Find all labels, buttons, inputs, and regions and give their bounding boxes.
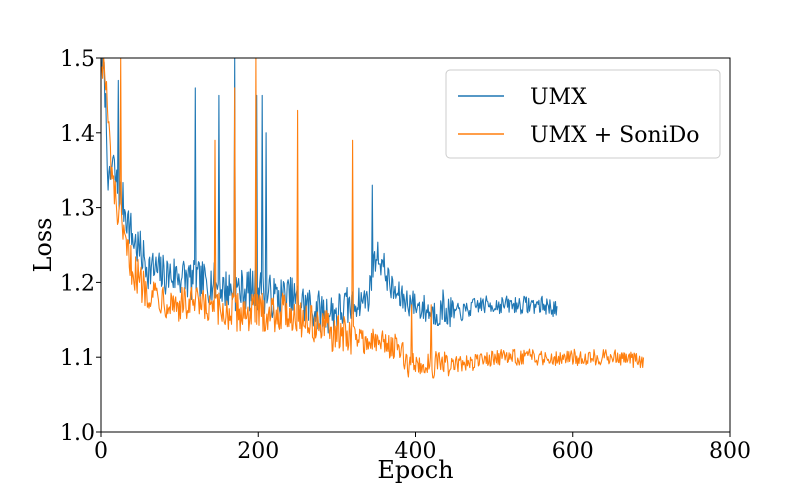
y-tick-label: 1.0 — [60, 421, 95, 446]
series-layer — [101, 58, 645, 379]
series-line-1 — [101, 58, 645, 379]
x-tick-label: 200 — [237, 439, 279, 464]
y-tick-label: 1.2 — [60, 271, 95, 296]
x-tick-label: 800 — [709, 439, 751, 464]
x-tick-label: 0 — [94, 439, 108, 464]
y-tick-label: 1.1 — [60, 346, 95, 371]
y-tick-label: 1.4 — [60, 122, 95, 147]
legend-box — [445, 69, 721, 159]
y-axis-ticks: 1.0 1.1 1.2 1.3 1.4 1.5 — [60, 47, 101, 446]
x-tick-label: 400 — [395, 439, 437, 464]
plot-frame — [100, 57, 731, 433]
x-axis-title: Epoch — [377, 456, 453, 484]
x-axis-ticks: 0 200 400 600 800 — [94, 432, 751, 464]
legend-label-umx-sonido: UMX + SoniDo — [530, 123, 700, 148]
series-line-0 — [101, 58, 558, 334]
legend: UMX UMX + SoniDo — [445, 69, 721, 159]
y-axis-title: Loss — [29, 217, 57, 272]
y-tick-label: 1.5 — [60, 47, 95, 72]
y-tick-label: 1.3 — [60, 197, 95, 222]
x-tick-label: 600 — [552, 439, 594, 464]
legend-label-umx: UMX — [530, 85, 587, 110]
